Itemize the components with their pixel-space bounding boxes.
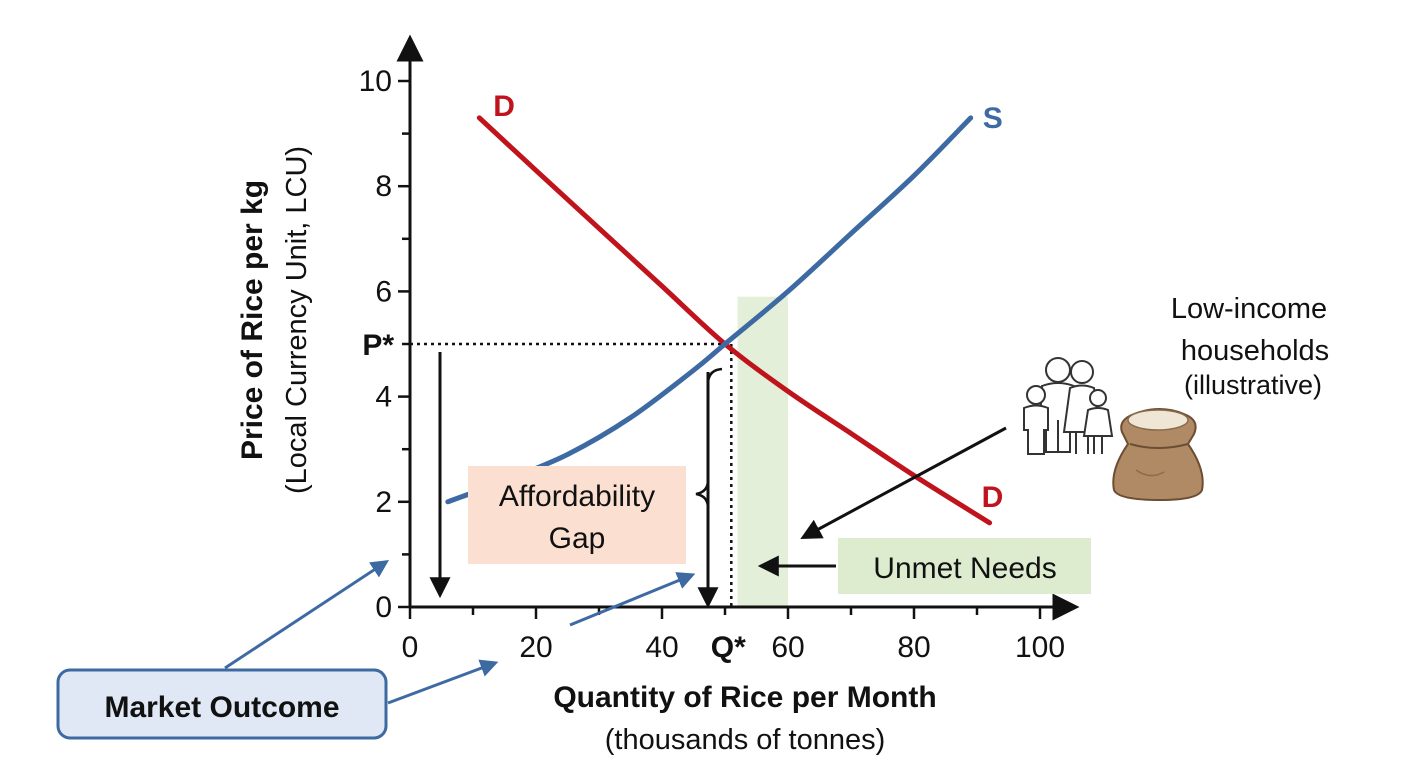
y-axis-subtitle: (Local Currency Unit, LCU) (281, 146, 313, 494)
x-ticks: 0 20 40 60 80 100 (402, 607, 1065, 664)
y-axis-title: Price of Rice per kg (236, 180, 269, 460)
affordability-gap-bracket (695, 367, 723, 598)
axes (396, 34, 1080, 621)
y-tick-label: 6 (375, 275, 392, 308)
y-tick-label: 10 (359, 65, 392, 98)
market-outcome-callout: Market Outcome (56, 668, 388, 740)
x-tick-label: 60 (771, 631, 804, 664)
x-tick-label: 80 (897, 631, 930, 664)
x-tick-label: 40 (645, 631, 678, 664)
y-tick-label: 4 (375, 381, 392, 414)
unmet-needs-label: Unmet Needs (873, 552, 1056, 585)
low-income-line3: (illustrative) (1184, 370, 1322, 400)
y-ticks: 0 2 4 6 8 10 (359, 65, 410, 624)
demand-curve-label-bottom: D (982, 481, 1004, 514)
market-arrow-curve (224, 560, 390, 670)
market-outcome-label: Market Outcome (104, 691, 339, 724)
households-arrow (800, 426, 1007, 539)
supply-curve-label: S (983, 102, 1003, 135)
family-icon (1023, 357, 1114, 455)
low-income-line2: households (1181, 335, 1329, 367)
y-tick-label: 0 (375, 591, 392, 624)
x-tick-label: 20 (519, 631, 552, 664)
equilibrium-price-label: P* (362, 329, 394, 362)
demand-curve-label-top: D (493, 90, 515, 123)
rice-sack-icon (1112, 408, 1204, 502)
y-tick-label: 8 (375, 170, 392, 203)
unmet-needs-band (737, 296, 788, 607)
unmet-needs-box: Unmet Needs (838, 538, 1091, 594)
equilibrium-quantity-label: Q* (711, 631, 746, 664)
low-income-note: Low-income households (illustrative) (1171, 293, 1329, 400)
affordability-gap-line2: Gap (549, 522, 606, 555)
x-tick-label: 0 (402, 631, 419, 664)
supply-curve (445, 115, 974, 505)
x-axis-subtitle: (thousands of tonnes) (605, 724, 886, 756)
y-tick-label: 2 (375, 486, 392, 519)
market-arrow-axis (387, 659, 499, 705)
affordability-gap-line1: Affordability (499, 480, 655, 513)
x-axis-title: Quantity of Rice per Month (553, 681, 936, 714)
market-arrow-gap (569, 572, 696, 627)
affordability-gap-box: Affordability Gap (468, 466, 686, 564)
low-income-line1: Low-income (1171, 293, 1327, 325)
x-tick-label: 100 (1015, 631, 1065, 664)
